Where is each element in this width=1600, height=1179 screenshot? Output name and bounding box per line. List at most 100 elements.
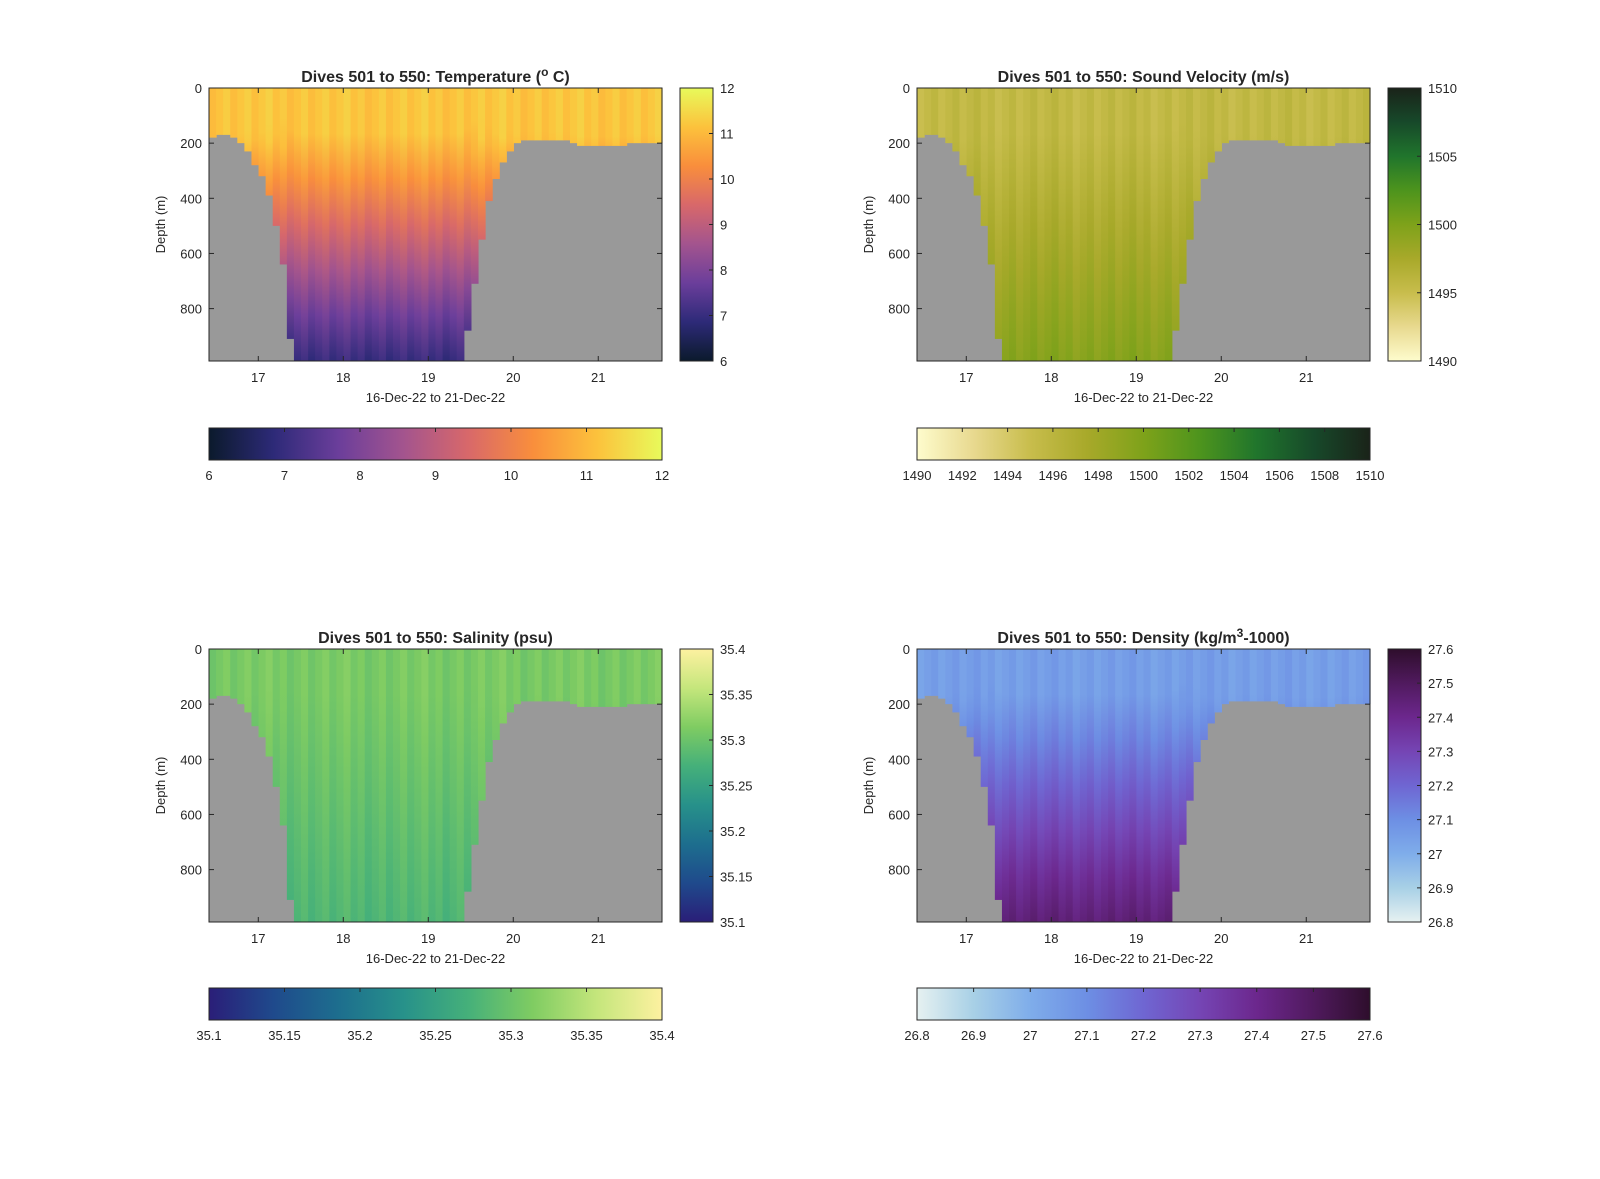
colorbar-tick-label: 35.35 (720, 688, 753, 703)
colorbar-tick-label: 35.2 (720, 824, 745, 839)
dive-column (966, 649, 975, 738)
dive-column (534, 88, 543, 141)
dive-column (980, 88, 989, 226)
colorbar-tick-label: 27.6 (1428, 642, 1453, 657)
x-tick-label: 17 (959, 370, 973, 385)
dive-column (1023, 88, 1031, 361)
dive-column (647, 88, 656, 144)
y-tick-label: 200 (180, 136, 202, 151)
dive-column (1072, 88, 1081, 361)
dive-column (1185, 88, 1194, 240)
dive-column (534, 649, 543, 702)
dive-column (286, 88, 295, 339)
dive-column (1051, 88, 1060, 361)
dive-column (626, 88, 635, 144)
hcolorbar-tick-label: 1500 (1129, 468, 1158, 483)
dive-column (209, 88, 217, 138)
dive-column (1001, 88, 1010, 361)
axes-box (916, 648, 1371, 923)
dive-column (1001, 649, 1010, 922)
dive-column (1185, 649, 1194, 801)
colorbar-tick-label: 26.8 (1428, 915, 1453, 930)
dive-column (952, 649, 961, 713)
hcolorbar-tick-label: 6 (205, 468, 212, 483)
colorbar-tick-label: 35.3 (720, 733, 745, 748)
dive-column (994, 649, 1003, 900)
dive-column (414, 88, 422, 361)
y-tick-label: 0 (195, 642, 202, 657)
x-tick-label: 18 (1044, 370, 1058, 385)
hcolorbar-tick-label: 1496 (1038, 468, 1067, 483)
dive-column (1221, 649, 1230, 705)
y-tick-label: 400 (888, 191, 910, 206)
dive-column (1263, 649, 1272, 702)
dive-column (584, 649, 592, 707)
colorbar-tick-label: 27.2 (1428, 779, 1453, 794)
hcolorbar-tick-label: 9 (432, 468, 439, 483)
dive-column (1086, 88, 1095, 361)
colorbar-tick-label: 12 (720, 81, 734, 96)
x-tick-label: 20 (506, 931, 520, 946)
colorbar-tick-label: 27.1 (1428, 813, 1453, 828)
colorbar-tick-label: 1495 (1428, 286, 1457, 301)
dive-column (626, 649, 635, 705)
axes-box (208, 87, 663, 362)
hcolorbar-tick-label: 1498 (1084, 468, 1113, 483)
dive-column (209, 649, 217, 699)
dive-column (1334, 88, 1343, 144)
dive-column (938, 88, 946, 138)
dive-column (1108, 88, 1116, 361)
dive-column (1171, 88, 1180, 331)
dive-column (265, 649, 274, 757)
hcolorbar-tick-label: 27.5 (1301, 1028, 1326, 1043)
axes-box (208, 648, 663, 923)
dive-column (1051, 649, 1060, 922)
hcolorbar-tick-label: 35.4 (649, 1028, 674, 1043)
dive-column (973, 88, 982, 196)
dive-column (1009, 649, 1017, 922)
vertical-colorbar (679, 648, 714, 923)
colorbar-tick-label: 1490 (1428, 354, 1457, 369)
dive-column (654, 88, 663, 144)
dive-column (1263, 88, 1272, 141)
dive-column (400, 88, 408, 361)
dive-column (322, 88, 330, 361)
dive-column (485, 649, 493, 763)
dive-column (244, 88, 253, 152)
colorbar-tick-label: 1510 (1428, 81, 1457, 96)
y-tick-label: 400 (180, 752, 202, 767)
dive-column (1207, 649, 1215, 724)
dive-column (1171, 649, 1180, 892)
dive-column (513, 649, 522, 705)
dive-column (584, 88, 592, 146)
x-tick-label: 17 (251, 370, 265, 385)
hcolorbar-tick-label: 1492 (948, 468, 977, 483)
dive-column (569, 88, 578, 144)
dive-column (265, 88, 274, 196)
dive-column (1200, 649, 1208, 740)
colorbar-tick-label: 7 (720, 309, 727, 324)
dive-column (1256, 649, 1265, 702)
colorbar-tick-label: 9 (720, 218, 727, 233)
dive-column (1143, 88, 1152, 361)
hcolorbar-tick-label: 26.9 (961, 1028, 986, 1043)
y-tick-label: 800 (180, 302, 202, 317)
colorbar-tick-label: 6 (720, 354, 727, 369)
dive-column (456, 649, 465, 922)
dive-column (414, 649, 422, 922)
panel-4: 17 18 19 20 21 0 200 400 600 800 Dives 501 to 550:… (861, 626, 1453, 1043)
dive-column (1115, 88, 1123, 361)
dive-column (1037, 649, 1046, 922)
dive-column (1277, 649, 1286, 705)
dive-column (223, 649, 231, 696)
dive-column (237, 649, 245, 705)
hcolorbar-tick-label: 26.8 (904, 1028, 929, 1043)
x-tick-label: 18 (336, 931, 350, 946)
dive-column (605, 649, 614, 707)
dive-column (917, 649, 925, 699)
dive-column (541, 649, 550, 702)
dive-column (506, 649, 514, 713)
x-tick-label: 19 (421, 931, 435, 946)
dive-column (1292, 88, 1300, 146)
dive-column (1306, 649, 1314, 707)
